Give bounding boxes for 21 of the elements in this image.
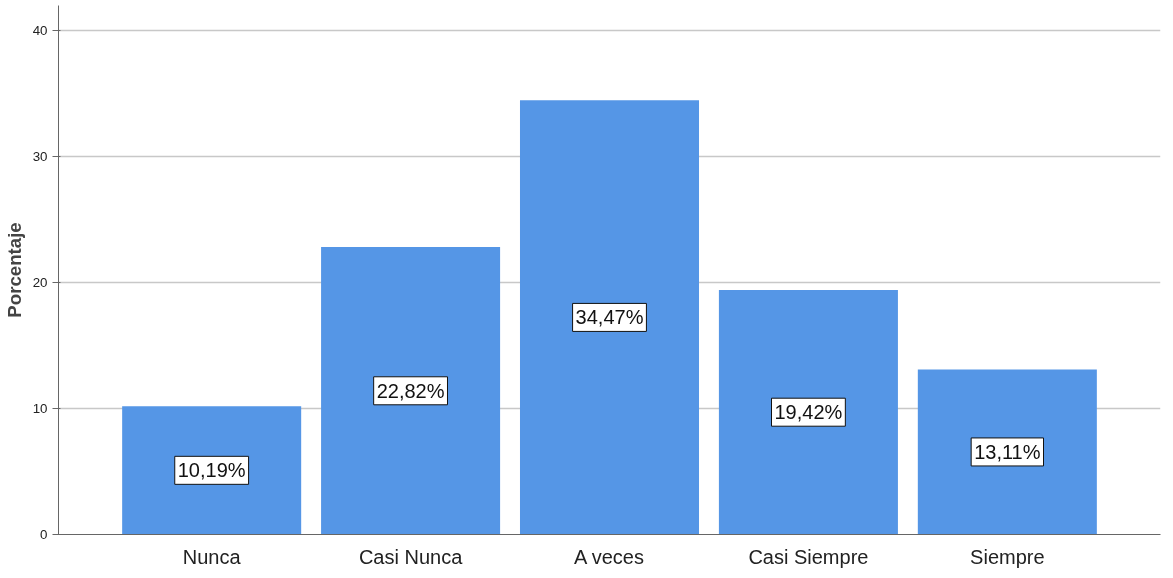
data-label: 34,47% — [575, 306, 644, 329]
data-label: 10,19% — [177, 459, 246, 482]
x-tick-label: Nunca — [182, 545, 242, 568]
bar — [519, 100, 700, 535]
data-label: 19,42% — [774, 401, 843, 424]
x-tick-label: Casi Siempre — [748, 545, 869, 568]
bar — [718, 289, 898, 535]
y-axis-title: Porcentaje — [3, 222, 25, 318]
x-tick-label: A veces — [573, 545, 644, 568]
bar — [122, 406, 302, 535]
y-tick-label: 40 — [32, 23, 48, 39]
bar — [917, 369, 1097, 535]
x-tick-label: Siempre — [970, 545, 1045, 568]
bar — [321, 247, 501, 535]
y-tick-label: 20 — [32, 275, 48, 291]
x-tick-label: Casi Nunca — [358, 545, 464, 568]
data-label: 13,11% — [974, 440, 1041, 463]
y-tick-label: 30 — [32, 149, 48, 165]
data-label: 22,82% — [376, 379, 445, 402]
y-tick-label: 0 — [40, 527, 48, 542]
y-tick-label: 10 — [32, 401, 48, 417]
